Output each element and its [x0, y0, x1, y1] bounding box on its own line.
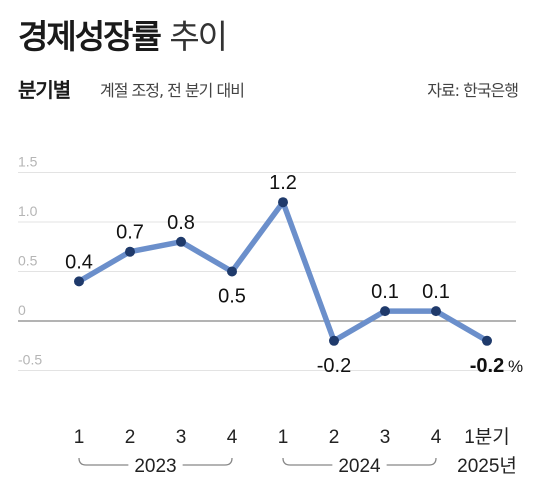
- y-tick-label: -0.5: [18, 352, 42, 368]
- data-point: [278, 197, 288, 208]
- source-note: 자료: 한국은행: [427, 81, 519, 100]
- y-tick-label: 1.5: [18, 154, 38, 170]
- data-point: [125, 246, 135, 257]
- unit-label: %: [508, 357, 523, 376]
- data-point: [380, 306, 390, 317]
- x-tick-label: 1: [74, 427, 85, 448]
- year-label: 2024: [338, 456, 381, 477]
- x-tick-label: 2: [329, 427, 340, 448]
- data-label: 0.1: [422, 281, 450, 303]
- x-tick-label: 4: [431, 427, 442, 448]
- data-label: 0.7: [116, 222, 144, 244]
- x-tick-label: 2: [125, 427, 136, 448]
- year-label: 2023: [134, 456, 176, 477]
- year-bracket: [182, 457, 233, 466]
- chart-subnote: 계절 조정, 전 분기 대비: [100, 81, 245, 100]
- year-label: 2025년: [457, 455, 517, 477]
- title-main: 경제성장률: [18, 17, 162, 56]
- x-tick-label: 3: [380, 427, 391, 448]
- y-tick-label: 0.5: [18, 253, 38, 269]
- data-point: [227, 266, 237, 277]
- year-bracket: [386, 457, 437, 466]
- chart-subtitle: 분기별: [18, 78, 71, 102]
- year-bracket: [78, 457, 129, 466]
- data-label: -0.2: [317, 355, 351, 377]
- year-bracket: [282, 457, 333, 466]
- data-label: 1.2: [269, 172, 297, 194]
- x-tick-label: 1: [278, 427, 289, 448]
- data-label: 0.5: [218, 286, 246, 308]
- x-tick-label: 3: [176, 427, 187, 448]
- chart-title: 경제성장률 추이: [18, 10, 228, 58]
- data-point: [74, 276, 84, 287]
- data-label: 0.1: [371, 281, 399, 303]
- title-suffix: 추이: [169, 17, 228, 56]
- data-point: [482, 335, 492, 346]
- x-tick-label: 4: [227, 427, 238, 448]
- y-tick-label: 0: [18, 302, 26, 318]
- data-label: -0.2: [470, 355, 504, 377]
- x-tick-label: 1분기: [464, 426, 510, 448]
- y-tick-label: 1.0: [18, 203, 38, 219]
- data-point: [329, 335, 339, 346]
- data-point: [431, 306, 441, 317]
- data-label: 0.8: [167, 212, 195, 234]
- data-label: 0.4: [65, 251, 93, 273]
- data-point: [176, 236, 186, 247]
